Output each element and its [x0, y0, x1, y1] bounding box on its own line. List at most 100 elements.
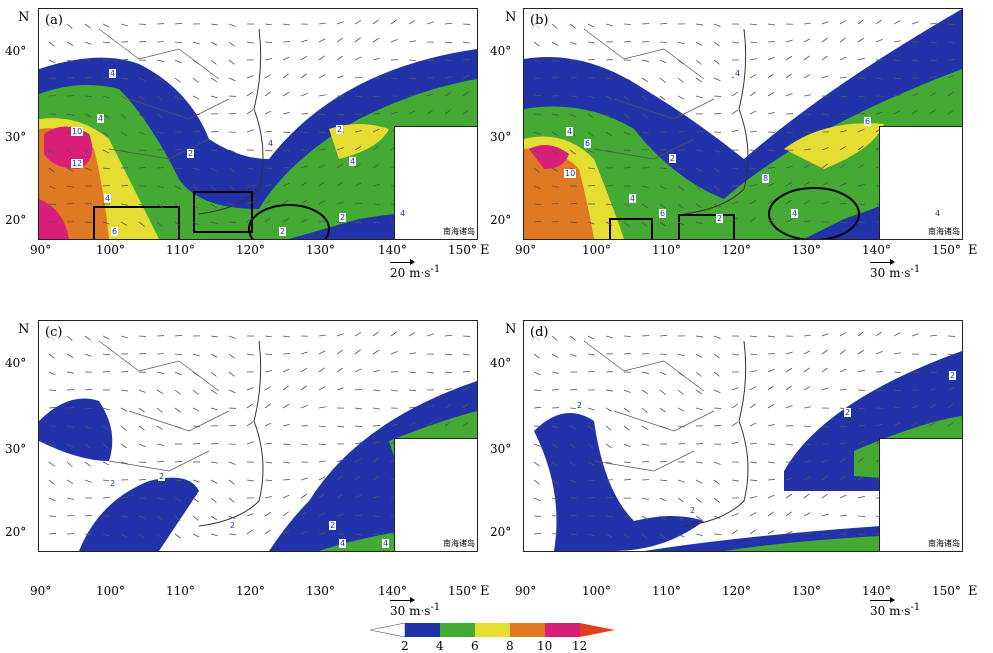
wind-vector — [948, 59, 955, 60]
wind-vector — [265, 480, 272, 481]
wind-vector — [660, 498, 666, 501]
wind-vector — [265, 443, 272, 444]
wind-vector — [786, 444, 793, 445]
wind-vector — [534, 372, 540, 375]
wind-vector — [804, 56, 810, 60]
wind-vector — [750, 24, 757, 25]
wind-vector — [894, 41, 901, 42]
wind-vector — [660, 335, 667, 336]
wind-vector — [355, 369, 361, 372]
wind-vector — [355, 350, 361, 354]
wind-vector — [606, 426, 611, 430]
inset-caption: 南海诸岛 — [928, 226, 960, 237]
colorbar-label-4: 4 — [436, 639, 444, 653]
wind-vector — [696, 534, 703, 536]
wind-vector — [822, 368, 828, 372]
wind-vector — [229, 354, 235, 358]
wind-vector — [660, 60, 666, 63]
wind-vector — [301, 40, 308, 42]
wind-vector — [552, 336, 557, 341]
wind-vector — [714, 462, 721, 465]
contour-label: 4 — [382, 539, 389, 548]
wind-vector — [211, 480, 217, 483]
wind-vector — [319, 335, 326, 336]
wind-vector — [445, 354, 452, 355]
wind-vector — [103, 336, 109, 339]
wind-vector — [319, 426, 326, 427]
wind-vector — [337, 350, 343, 354]
wind-vector — [211, 60, 216, 64]
wind-vector — [804, 75, 810, 78]
wind-vector — [732, 110, 738, 114]
wind-vector — [696, 372, 701, 376]
wind-vector — [606, 390, 613, 391]
wind-vector — [265, 150, 272, 151]
wind-vector — [355, 77, 362, 78]
contour-label: 2 — [336, 125, 343, 134]
lon-tick-c-140: 140° — [378, 584, 407, 598]
panel-c-label: (c) — [43, 325, 64, 340]
wind-vector — [103, 24, 109, 27]
wind-vector — [714, 113, 721, 114]
wind-vector — [283, 353, 290, 354]
reference-speed-a: 20 m·s — [390, 266, 430, 280]
wind-vector — [247, 404, 253, 408]
wind-vector — [85, 24, 91, 28]
wind-vector — [319, 56, 325, 60]
wind-vector — [624, 444, 630, 447]
lon-tick-c-90: 90° — [30, 584, 51, 598]
wind-vector — [85, 389, 92, 390]
wind-vector — [588, 59, 595, 60]
wind-vector — [624, 479, 631, 480]
province-borders — [99, 341, 229, 471]
wind-vector — [804, 407, 811, 408]
wind-vector — [319, 444, 326, 445]
wind-vector — [660, 354, 667, 355]
colorbar-seg-2-4 — [405, 623, 440, 637]
wind-vector — [247, 422, 253, 426]
wind-vector — [858, 425, 865, 426]
contour-label: 4 — [791, 209, 798, 218]
wind-vector — [427, 334, 434, 336]
wind-vector — [157, 426, 163, 430]
lon-tick-b-140: 140° — [862, 243, 891, 257]
wind-vector — [570, 354, 577, 356]
wind-vector — [49, 42, 54, 46]
wind-vector — [714, 24, 721, 27]
wind-vector — [660, 42, 667, 43]
wind-vector — [247, 42, 254, 43]
contour-label: 2 — [689, 506, 696, 515]
wind-vector — [85, 515, 92, 516]
wind-vector — [642, 60, 649, 62]
east-label-c: E — [480, 584, 490, 599]
wind-vector — [714, 425, 721, 426]
wind-vector — [301, 352, 308, 354]
contour-label: 2 — [158, 472, 165, 481]
wind-vector — [840, 495, 846, 498]
contour-label: 4 — [339, 539, 346, 548]
wind-vector — [373, 332, 379, 336]
wind-vector — [768, 74, 774, 78]
wind-vector — [768, 24, 775, 25]
wind-vector — [121, 426, 126, 430]
wind-vector — [876, 351, 882, 354]
wind-vector — [211, 372, 216, 376]
wind-vector — [858, 370, 865, 372]
wind-vector — [714, 78, 720, 81]
wind-vector — [678, 42, 685, 44]
lon-tick-a-120: 120° — [236, 243, 265, 257]
wind-vector — [391, 351, 397, 354]
east-label-d: E — [968, 584, 978, 599]
wind-vector — [247, 442, 254, 444]
lon-tick-d-120: 120° — [722, 584, 751, 598]
wind-vector — [265, 168, 272, 169]
wind-vector — [103, 371, 110, 372]
wind-vector — [49, 533, 56, 534]
wind-vector — [247, 530, 253, 534]
wind-vector — [588, 408, 595, 410]
wind-vector — [606, 444, 612, 448]
wind-vector — [283, 495, 289, 498]
east-label-b: E — [968, 243, 978, 258]
wind-vector — [696, 78, 702, 82]
